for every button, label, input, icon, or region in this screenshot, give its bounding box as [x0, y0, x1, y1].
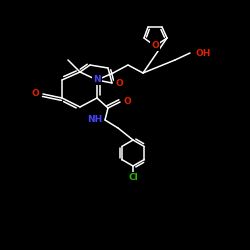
Text: O: O	[123, 98, 131, 106]
Text: NH: NH	[87, 116, 102, 124]
Text: O: O	[151, 42, 159, 50]
Text: O: O	[31, 90, 39, 98]
Text: OH: OH	[195, 48, 210, 58]
Text: Cl: Cl	[128, 172, 138, 182]
Text: N: N	[93, 76, 101, 84]
Text: O: O	[115, 78, 123, 88]
